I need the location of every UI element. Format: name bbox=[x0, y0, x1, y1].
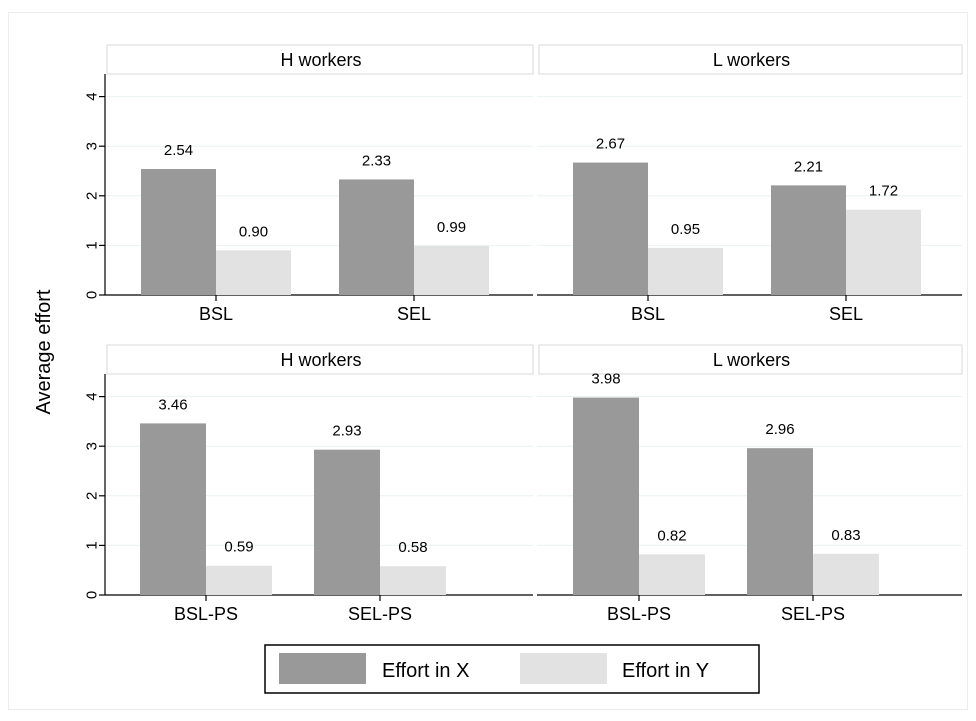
y-tick-label: 2 bbox=[83, 192, 100, 200]
bar bbox=[141, 169, 216, 295]
bar bbox=[846, 209, 921, 295]
bar bbox=[573, 397, 639, 595]
legend-label-effort-y: Effort in Y bbox=[622, 660, 709, 682]
bar bbox=[414, 245, 489, 295]
y-tick-label: 1 bbox=[83, 541, 100, 549]
bar-value-label: 2.21 bbox=[794, 158, 823, 175]
bar bbox=[339, 179, 414, 295]
y-tick-label: 4 bbox=[83, 392, 100, 400]
panel-1: H workers 0 1 2 3 4 2.54 0.90 BSL 2.33 0.99 SEL bbox=[83, 44, 534, 324]
panel-title: H workers bbox=[280, 50, 361, 70]
x-tick-label: SEL bbox=[397, 304, 431, 324]
x-tick-label: BSL-PS bbox=[174, 604, 238, 624]
panel-title: L workers bbox=[713, 50, 790, 70]
x-tick-label: BSL bbox=[631, 304, 665, 324]
bar-value-label: 3.46 bbox=[158, 396, 187, 413]
bar-value-label: 3.98 bbox=[591, 371, 620, 388]
bar bbox=[639, 554, 705, 595]
x-tick-label: SEL bbox=[829, 304, 863, 324]
y-tick-label: 0 bbox=[83, 591, 100, 599]
legend: Effort in X Effort in Y bbox=[264, 644, 760, 694]
bar-value-label: 0.83 bbox=[831, 527, 860, 544]
bar bbox=[314, 449, 380, 595]
bar bbox=[771, 185, 846, 295]
x-tick-label: BSL-PS bbox=[607, 604, 671, 624]
bar bbox=[813, 553, 879, 595]
panel-4: L workers 3.98 0.82 BSL-PS 2.96 0.83 SEL-PS bbox=[537, 344, 963, 624]
bar-value-label: 2.54 bbox=[164, 142, 193, 159]
legend-label-effort-x: Effort in X bbox=[382, 660, 469, 682]
y-tick-label: 1 bbox=[83, 241, 100, 249]
y-tick-label: 4 bbox=[83, 92, 100, 100]
y-tick-label: 2 bbox=[83, 492, 100, 500]
bar bbox=[380, 566, 446, 595]
panel-title-box bbox=[106, 44, 534, 75]
x-tick-label: BSL bbox=[199, 304, 233, 324]
bar-value-label: 0.90 bbox=[239, 223, 268, 240]
bar-value-label: 0.99 bbox=[437, 219, 466, 236]
bar bbox=[573, 162, 648, 295]
bar bbox=[206, 565, 272, 595]
y-tick-label: 3 bbox=[83, 142, 100, 150]
bar-value-label: 2.67 bbox=[596, 136, 625, 153]
bar-value-label: 0.82 bbox=[657, 527, 686, 544]
y-tick-label: 0 bbox=[83, 291, 100, 299]
legend-swatch-effort-x bbox=[279, 653, 366, 684]
bar-value-label: 1.72 bbox=[869, 183, 898, 200]
x-tick-label: SEL-PS bbox=[348, 604, 412, 624]
bar bbox=[747, 448, 813, 595]
x-tick-label: SEL-PS bbox=[781, 604, 845, 624]
panel-title-box bbox=[538, 44, 963, 75]
panel-title-box bbox=[538, 344, 963, 375]
bar bbox=[216, 250, 291, 295]
bar-value-label: 2.93 bbox=[332, 423, 361, 440]
bar bbox=[648, 247, 723, 295]
panel-2: L workers 2.67 0.95 BSL 2.21 1.72 SEL bbox=[537, 44, 963, 324]
bar-value-label: 0.58 bbox=[398, 539, 427, 556]
y-tick-label: 3 bbox=[83, 442, 100, 450]
bar-value-label: 2.33 bbox=[362, 152, 391, 169]
bar-value-label: 0.59 bbox=[224, 539, 253, 556]
panel-title-box bbox=[106, 344, 534, 375]
bar-value-label: 2.96 bbox=[765, 421, 794, 438]
panel-title: L workers bbox=[713, 350, 790, 370]
legend-swatch-effort-y bbox=[520, 653, 607, 684]
y-axis-label: Average effort bbox=[33, 289, 55, 414]
panel-3: H workers 0 1 2 3 4 3.46 0.59 BSL-PS 2.93 0.58 SEL-… bbox=[83, 344, 534, 624]
bar bbox=[140, 423, 206, 595]
panel-title: H workers bbox=[280, 350, 361, 370]
bar-value-label: 0.95 bbox=[671, 221, 700, 238]
